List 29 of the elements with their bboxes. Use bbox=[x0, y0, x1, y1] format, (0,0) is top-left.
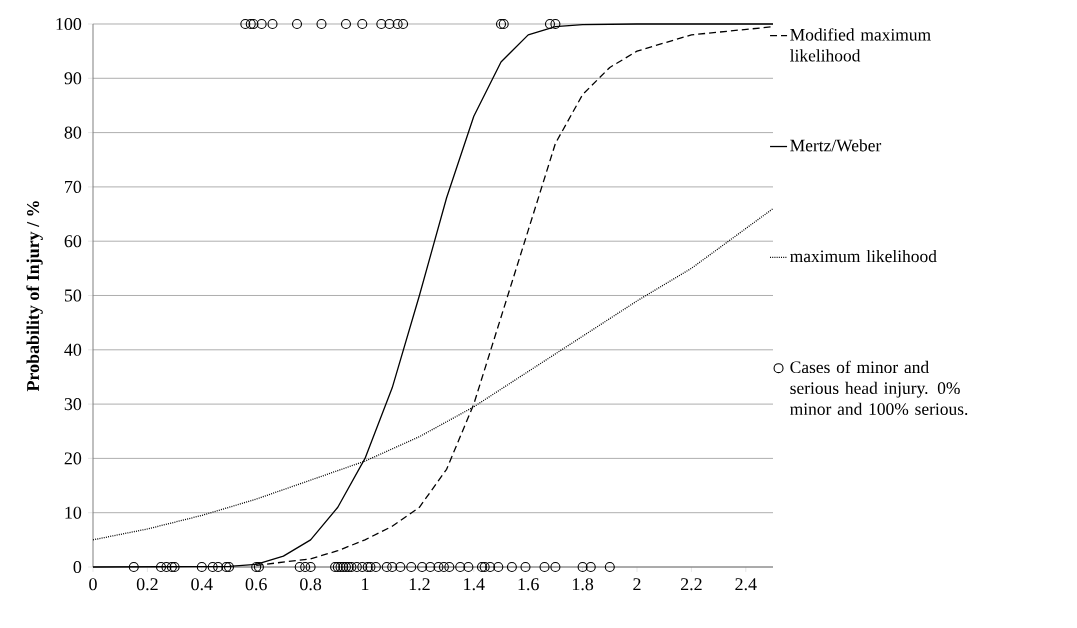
x-tick-label: 1.4 bbox=[464, 578, 485, 591]
x-tick-label: 2.4 bbox=[735, 578, 757, 591]
y-tick-label: 20 bbox=[64, 452, 82, 465]
legend-label: Modified maximum likelihood bbox=[790, 28, 931, 62]
y-tick-label: 60 bbox=[64, 235, 82, 248]
x-tick-label: 0 bbox=[89, 578, 97, 591]
y-tick-label: 10 bbox=[65, 506, 82, 519]
x-tick-label: 1.6 bbox=[518, 578, 539, 591]
legend-label: Mertz/Weber bbox=[790, 139, 882, 152]
x-tick-label: 1 bbox=[362, 578, 369, 590]
x-tick-label: 1.2 bbox=[409, 578, 430, 591]
y-tick-label: 50 bbox=[64, 289, 82, 302]
x-tick-label: 2 bbox=[633, 578, 641, 591]
legend-label: Cases of minor and serious head injury. 0% minor and 100% serious. bbox=[790, 360, 968, 416]
x-tick-label: 0.2 bbox=[136, 578, 158, 591]
y-axis-title: Probability of Injury / % bbox=[26, 201, 43, 392]
y-tick-label: 40 bbox=[64, 343, 82, 356]
y-tick-label: 80 bbox=[64, 126, 82, 139]
x-tick-label: 0.6 bbox=[245, 578, 267, 591]
legend-label: maximum likelihood bbox=[790, 249, 937, 263]
x-tick-label: 0.8 bbox=[300, 578, 322, 591]
y-tick-label: 100 bbox=[56, 17, 82, 31]
y-tick-label: 30 bbox=[64, 398, 82, 411]
x-tick-label: 2.2 bbox=[680, 578, 702, 591]
y-tick-label: 90 bbox=[64, 72, 82, 85]
x-tick-label: 1.8 bbox=[572, 578, 594, 591]
y-tick-label: 70 bbox=[65, 180, 82, 193]
x-tick-label: 0.4 bbox=[191, 578, 213, 591]
y-tick-label: 0 bbox=[73, 560, 82, 574]
